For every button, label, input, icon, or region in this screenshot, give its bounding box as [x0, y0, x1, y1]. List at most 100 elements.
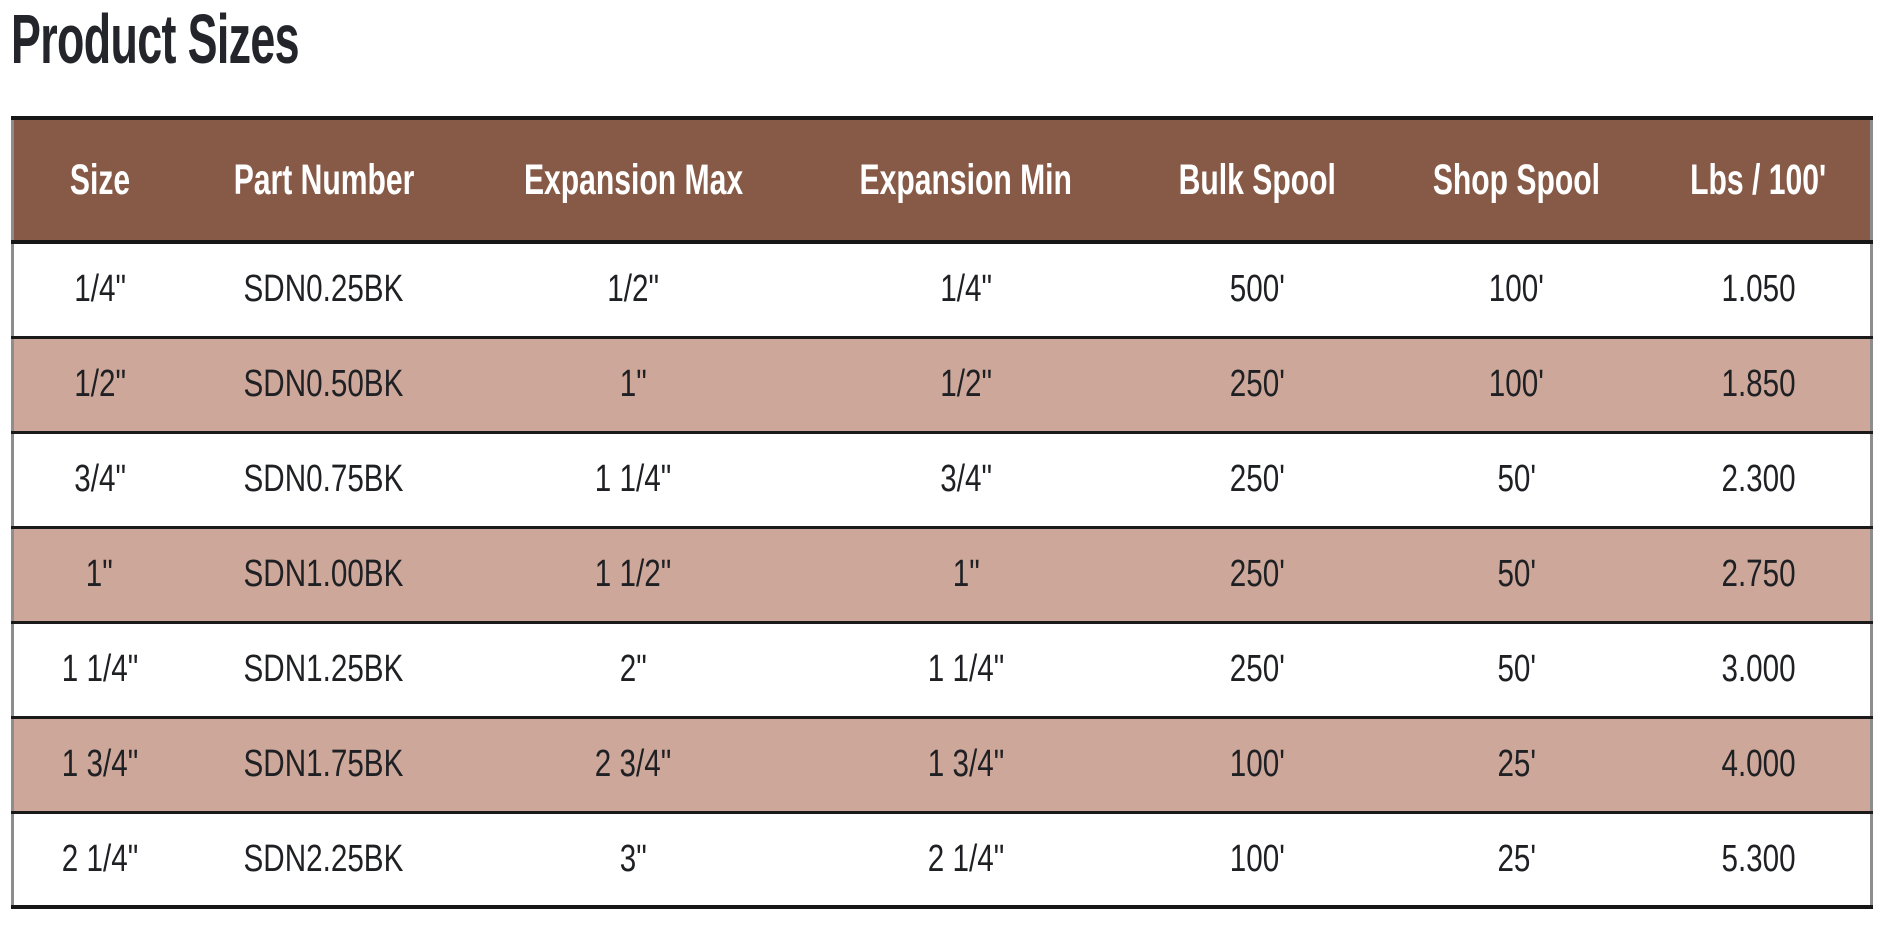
- cell-lbs-per-100: 5.300: [1647, 812, 1872, 907]
- cell-value: 1": [619, 363, 647, 405]
- column-header-expansion-min: Expansion Min: [804, 118, 1127, 242]
- cell-bulk-spool: 500': [1128, 242, 1386, 337]
- table-row: 1/4" SDN0.25BK 1/2" 1/4" 500' 100' 1.050: [12, 242, 1872, 337]
- cell-expansion-min: 1": [804, 527, 1127, 622]
- cell-value: SDN0.25BK: [243, 268, 404, 311]
- page-title: Product Sizes: [11, 0, 1873, 78]
- table-row: 1 3/4" SDN1.75BK 2 3/4" 1 3/4" 100' 25' 4.000: [12, 717, 1872, 812]
- cell-value: 2 3/4": [595, 743, 672, 785]
- cell-value: 2": [619, 648, 647, 690]
- cell-part-number: SDN0.50BK: [185, 337, 462, 432]
- table-header-row: Size Part Number Expansion Max Expansion Mi…: [12, 118, 1872, 242]
- cell-size: 2 1/4": [13, 812, 186, 907]
- cell-expansion-max: 1 1/4": [462, 432, 804, 527]
- cell-size: 1/4": [13, 242, 186, 337]
- column-header-lbs-per-100: Lbs / 100': [1647, 118, 1872, 242]
- cell-value: 50': [1497, 553, 1536, 595]
- cell-part-number: SDN1.25BK: [185, 622, 462, 717]
- table-row: 1/2" SDN0.50BK 1" 1/2" 250' 100' 1.850: [12, 337, 1872, 432]
- cell-value: 3/4": [940, 458, 993, 500]
- cell-value: 1 1/4": [927, 648, 1005, 690]
- cell-expansion-min: 1 3/4": [804, 717, 1127, 812]
- table-row: 1 1/4" SDN1.25BK 2" 1 1/4" 250' 50' 3.000: [12, 622, 1872, 717]
- cell-value: 250': [1229, 363, 1285, 405]
- cell-value: 1": [86, 553, 114, 595]
- cell-value: 3.000: [1721, 648, 1796, 690]
- cell-expansion-max: 1": [462, 337, 804, 432]
- column-header-part-number: Part Number: [185, 118, 462, 242]
- column-header-bulk-spool: Bulk Spool: [1128, 118, 1386, 242]
- cell-value: SDN2.25BK: [243, 837, 404, 880]
- cell-value: 2 1/4": [927, 837, 1005, 880]
- cell-lbs-per-100: 3.000: [1647, 622, 1872, 717]
- cell-value: 2.750: [1721, 553, 1796, 595]
- cell-shop-spool: 100': [1386, 337, 1646, 432]
- cell-lbs-per-100: 2.750: [1647, 527, 1872, 622]
- cell-expansion-max: 2 3/4": [462, 717, 804, 812]
- cell-value: 1 3/4": [61, 743, 138, 785]
- column-header-label: Part Number: [233, 155, 415, 204]
- cell-expansion-min: 2 1/4": [804, 812, 1127, 907]
- cell-value: 1": [952, 553, 980, 595]
- cell-value: 2.300: [1721, 458, 1796, 500]
- cell-expansion-min: 1/4": [804, 242, 1127, 337]
- cell-shop-spool: 50': [1386, 622, 1646, 717]
- cell-part-number: SDN1.00BK: [185, 527, 462, 622]
- cell-expansion-max: 1 1/2": [462, 527, 804, 622]
- cell-value: 100': [1488, 363, 1544, 405]
- product-sizes-table: Size Part Number Expansion Max Expansion Mi…: [11, 116, 1873, 909]
- cell-value: 250': [1229, 648, 1285, 690]
- cell-shop-spool: 50': [1386, 527, 1646, 622]
- cell-value: 50': [1497, 648, 1536, 690]
- column-header-label: Shop Spool: [1432, 155, 1600, 204]
- column-header-label: Lbs / 100': [1690, 155, 1827, 204]
- column-header-label: Expansion Min: [859, 155, 1073, 204]
- cell-value: 100': [1229, 837, 1285, 880]
- cell-expansion-min: 1/2": [804, 337, 1127, 432]
- cell-bulk-spool: 250': [1128, 622, 1386, 717]
- cell-value: 25': [1497, 743, 1536, 785]
- cell-value: SDN1.00BK: [243, 553, 404, 595]
- cell-value: 1/4": [940, 268, 993, 311]
- cell-expansion-min: 1 1/4": [804, 622, 1127, 717]
- cell-size: 1 1/4": [13, 622, 186, 717]
- cell-bulk-spool: 250': [1128, 432, 1386, 527]
- cell-expansion-max: 2": [462, 622, 804, 717]
- cell-value: 2 1/4": [61, 837, 138, 880]
- cell-lbs-per-100: 4.000: [1647, 717, 1872, 812]
- page-title-text: Product Sizes: [11, 0, 300, 78]
- cell-shop-spool: 25': [1386, 717, 1646, 812]
- cell-value: SDN1.25BK: [243, 648, 404, 690]
- cell-lbs-per-100: 1.050: [1647, 242, 1872, 337]
- cell-value: 5.300: [1721, 837, 1796, 880]
- cell-shop-spool: 25': [1386, 812, 1646, 907]
- cell-value: 3": [619, 837, 647, 880]
- cell-value: 1 1/2": [595, 553, 672, 595]
- cell-value: 1/2": [607, 268, 660, 311]
- cell-bulk-spool: 250': [1128, 337, 1386, 432]
- cell-part-number: SDN0.25BK: [185, 242, 462, 337]
- cell-bulk-spool: 100': [1128, 717, 1386, 812]
- table-row: 3/4" SDN0.75BK 1 1/4" 3/4" 250' 50' 2.300: [12, 432, 1872, 527]
- cell-value: 3/4": [73, 458, 126, 500]
- cell-value: 1.050: [1721, 268, 1796, 311]
- cell-value: 1/2": [940, 363, 993, 405]
- cell-part-number: SDN0.75BK: [185, 432, 462, 527]
- cell-expansion-max: 3": [462, 812, 804, 907]
- cell-shop-spool: 100': [1386, 242, 1646, 337]
- column-header-label: Bulk Spool: [1178, 155, 1336, 204]
- cell-value: 250': [1229, 553, 1285, 595]
- cell-value: 500': [1229, 268, 1285, 311]
- cell-value: SDN1.75BK: [243, 743, 404, 785]
- cell-expansion-max: 1/2": [462, 242, 804, 337]
- cell-value: 250': [1229, 458, 1285, 500]
- cell-value: 1 3/4": [927, 743, 1005, 785]
- column-header-shop-spool: Shop Spool: [1386, 118, 1646, 242]
- cell-bulk-spool: 250': [1128, 527, 1386, 622]
- table-row: 2 1/4" SDN2.25BK 3" 2 1/4" 100' 25' 5.300: [12, 812, 1872, 907]
- cell-value: 1/4": [73, 268, 126, 311]
- cell-value: 100': [1488, 268, 1544, 311]
- column-header-label: Expansion Max: [523, 155, 743, 204]
- cell-value: SDN0.75BK: [243, 458, 404, 500]
- cell-lbs-per-100: 2.300: [1647, 432, 1872, 527]
